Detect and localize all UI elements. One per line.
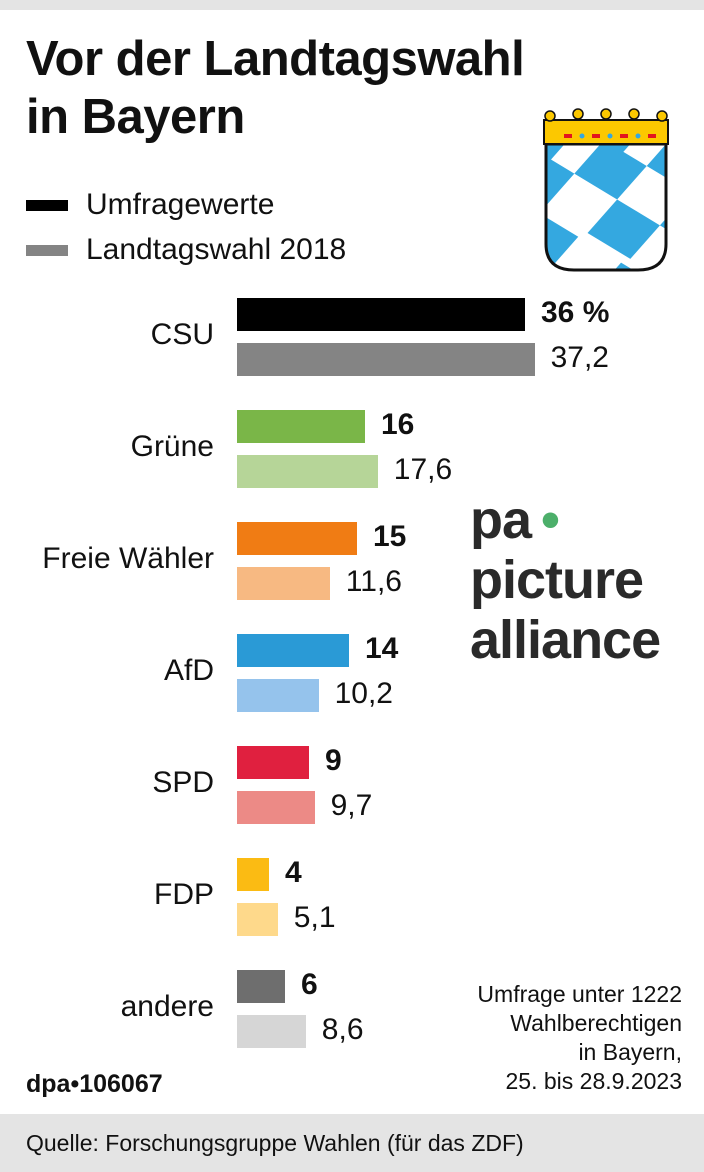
value-label-poll: 4 xyxy=(285,856,302,889)
legend-swatch-2018 xyxy=(26,244,68,256)
bar-2018 xyxy=(237,455,378,488)
chart-title: Vor der Landtagswahl in Bayern xyxy=(26,30,525,146)
title-line-1: Vor der Landtagswahl xyxy=(26,32,525,86)
legend-item-poll: Umfragewerte xyxy=(26,188,274,222)
value-label-2018: 11,6 xyxy=(345,565,402,598)
value-label-poll: 9 xyxy=(325,744,342,777)
value-label-poll: 6 xyxy=(301,968,318,1001)
category-label: andere xyxy=(120,990,214,1023)
bar-poll xyxy=(237,858,269,891)
bar-poll xyxy=(237,634,349,667)
value-label-poll: 15 xyxy=(373,520,407,553)
bar-2018 xyxy=(237,679,319,712)
value-label-2018: 8,6 xyxy=(321,1013,364,1046)
value-label-2018: 10,2 xyxy=(334,677,393,710)
watermark-dot: • xyxy=(541,490,560,550)
bar-poll xyxy=(237,522,357,555)
value-label-2018: 5,1 xyxy=(293,901,336,934)
note-line: Wahlberechtigen xyxy=(510,1010,682,1036)
watermark-line-2: picture alliance xyxy=(470,550,700,670)
top-bar xyxy=(0,0,704,10)
value-label-poll: 16 xyxy=(381,408,415,441)
value-label-2018: 9,7 xyxy=(330,789,373,822)
note-line: 25. bis 28.9.2023 xyxy=(505,1068,682,1094)
bar-poll xyxy=(237,410,365,443)
legend-label-2018: Landtagswahl 2018 xyxy=(86,233,347,266)
bavaria-coat-of-arms-icon xyxy=(543,108,669,272)
value-label-2018: 37,2 xyxy=(550,341,609,374)
category-label: Freie Wähler xyxy=(42,542,214,575)
category-label: SPD xyxy=(152,766,214,799)
category-label: AfD xyxy=(163,654,214,687)
watermark-text-right: picture alliance xyxy=(470,550,661,670)
bar-2018 xyxy=(237,567,330,600)
bar-2018 xyxy=(237,1015,306,1048)
legend-label-poll: Umfragewerte xyxy=(86,188,275,221)
value-label-poll: 36 % xyxy=(541,296,610,329)
survey-note: Umfrage unter 1222 Wahlberechtigen in Ba… xyxy=(477,980,682,1096)
bar-poll xyxy=(237,970,285,1003)
note-line: in Bayern, xyxy=(578,1039,682,1065)
title-line-2: in Bayern xyxy=(26,90,245,144)
category-label: FDP xyxy=(154,878,214,911)
bar-poll xyxy=(237,298,525,331)
bar-2018 xyxy=(237,791,315,824)
legend-swatch-poll xyxy=(26,199,68,211)
bar-2018 xyxy=(237,343,535,376)
value-label-2018: 17,6 xyxy=(393,453,453,486)
watermark-line-1: pa • xyxy=(470,490,700,550)
bar-2018 xyxy=(237,903,278,936)
watermark-picture-alliance: pa • picture alliance xyxy=(470,490,700,670)
category-label: Grüne xyxy=(130,430,214,463)
legend-item-2018: Landtagswahl 2018 xyxy=(26,233,346,267)
note-line: Umfrage unter 1222 xyxy=(477,981,682,1007)
value-label-poll: 14 xyxy=(365,632,399,665)
dpa-id: dpa•106067 xyxy=(26,1070,163,1098)
bar-poll xyxy=(237,746,309,779)
category-label: CSU xyxy=(150,318,214,351)
source-footer: Quelle: Forschungsgruppe Wahlen (für das… xyxy=(0,1114,704,1172)
watermark-text-left: pa xyxy=(470,490,532,550)
